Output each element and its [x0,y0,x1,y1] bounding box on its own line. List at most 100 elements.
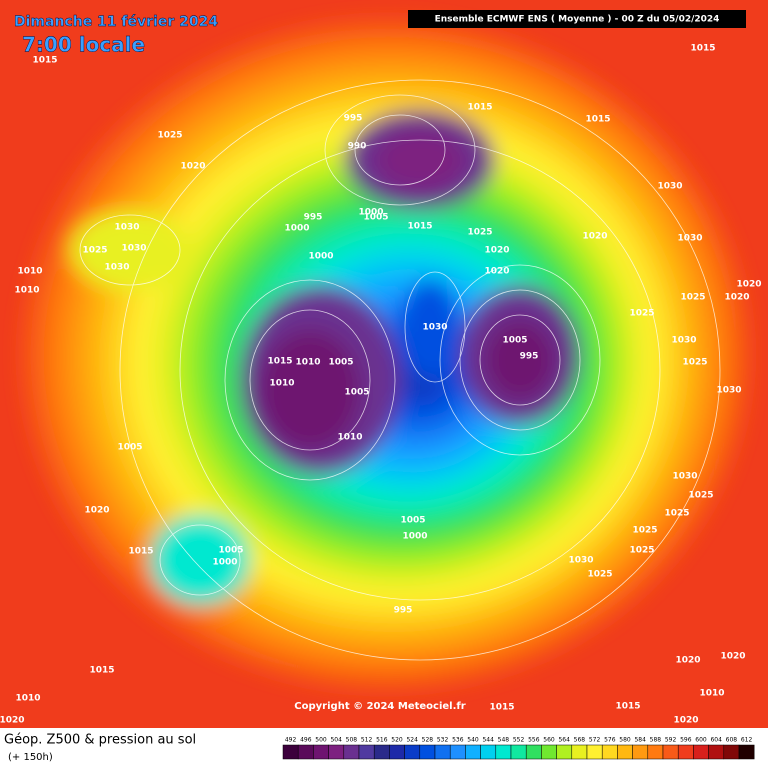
isobar-label: 1030 [677,234,702,244]
legend-label: 500 [315,737,327,744]
legend-swatch [434,744,451,760]
legend-label: 496 [300,737,312,744]
isobar-label: 1010 [337,433,362,443]
isobar-label: 1000 [284,224,309,234]
isobar-label: 1015 [267,357,292,367]
isobar-label: 1020 [720,652,745,662]
isobar-label: 1020 [673,716,698,726]
isobar-label: 1015 [489,703,514,713]
isobar-label: 1030 [422,323,447,333]
legend-swatch [677,744,694,760]
legend-label: 556 [528,737,540,744]
isobar-label: 1005 [344,388,369,398]
isobar-label: 1020 [0,716,25,726]
legend-swatch [525,744,542,760]
isobar-labels: 1015102510209959901015101510151030995100… [0,44,762,726]
isobar-label: 1000 [402,532,427,542]
legend-label: 572 [589,737,601,744]
legend-label: 508 [346,737,358,744]
legend-label: 588 [650,737,662,744]
legend-swatch [738,744,755,760]
isobar-label: 1020 [180,162,205,172]
isobar-label: 1020 [484,267,509,277]
isobar-label: 1015 [585,115,610,125]
isobar-label: 995 [344,114,363,124]
legend-label: 504 [330,737,342,744]
legend-swatch [601,744,618,760]
legend-swatch [708,744,725,760]
footer-title: Géop. Z500 & pression au sol [4,733,196,748]
legend-label: 608 [726,737,738,744]
isobar-label: 1010 [14,286,39,296]
legend-swatch [556,744,573,760]
legend-swatch [449,744,466,760]
legend-swatch [297,744,314,760]
legend-label: 540 [467,737,479,744]
isobar-label: 1015 [690,44,715,54]
isobar-label: 1020 [675,656,700,666]
model-info: Ensemble ECMWF ENS ( Moyenne ) - 00 Z du… [435,15,720,25]
isobar-label: 995 [394,606,413,616]
isobar-label: 1025 [467,228,492,238]
footer-lead: (+ 150h) [8,752,53,763]
legend-swatch [282,744,299,760]
isobar-label: 1005 [502,336,527,346]
isobar-label: 1015 [407,222,432,232]
isobar-label: 1005 [117,443,142,453]
legend-swatch [647,744,664,760]
legend-label: 560 [543,737,555,744]
isobar-label: 1030 [568,556,593,566]
isobar-label: 1030 [716,386,741,396]
copyright: Copyright © 2024 Meteociel.fr [294,701,465,712]
isobar-label: 1000 [308,252,333,262]
isobar-label: 1000 [212,558,237,568]
legend-swatch [404,744,421,760]
isobar-label: 1010 [269,379,294,389]
legend-swatch [389,744,405,760]
isobar-label: 1005 [328,358,353,368]
legend-label: 604 [710,737,722,744]
legend-label: 532 [437,737,449,744]
legend-label: 512 [361,737,373,744]
legend-label: 612 [741,737,753,744]
isobar-label: 1025 [587,570,612,580]
legend-swatch [328,744,345,760]
isobar-label: 1025 [629,309,654,319]
legend-label: 600 [695,737,707,744]
isobar-label: 1010 [295,358,320,368]
field-blob [375,130,465,190]
isobar-label: 1015 [32,56,57,66]
legend-swatch [480,744,497,760]
isobar-label: 1030 [104,263,129,273]
isobar-label: 1010 [15,694,40,704]
isobar-label: 1015 [89,666,114,676]
isobar-label: 1030 [672,472,697,482]
legend-swatch [632,744,649,760]
legend-swatch [373,744,390,760]
isobar-label: 1025 [680,293,705,303]
legend-label: 580 [619,737,631,744]
field-blob [400,280,460,380]
isobar-label: 1025 [664,509,689,519]
isobar-label: 1015 [615,702,640,712]
legend-swatch [313,744,329,760]
legend-label: 520 [391,737,403,744]
isobar-label: 1015 [467,103,492,113]
legend-label: 592 [665,737,677,744]
isobars [79,79,721,661]
isobar-label: 1025 [632,526,657,536]
legend-label: 596 [680,737,692,744]
isobar-label: 1005 [363,213,388,223]
model-banner [408,10,746,28]
isobar-label: 1025 [82,246,107,256]
legend-label: 528 [422,737,434,744]
isobar-label: 1025 [682,358,707,368]
isobar-label: 1020 [582,232,607,242]
isobar-label: 1020 [484,246,509,256]
field-bands [22,19,750,690]
isobar-label: 1005 [218,546,243,556]
isobar-label: 1020 [736,280,761,290]
legend-swatch [541,744,557,760]
color-legend: 492 496 500 504 508 512 516 520 524 528 532 536 540 5… [282,737,755,760]
